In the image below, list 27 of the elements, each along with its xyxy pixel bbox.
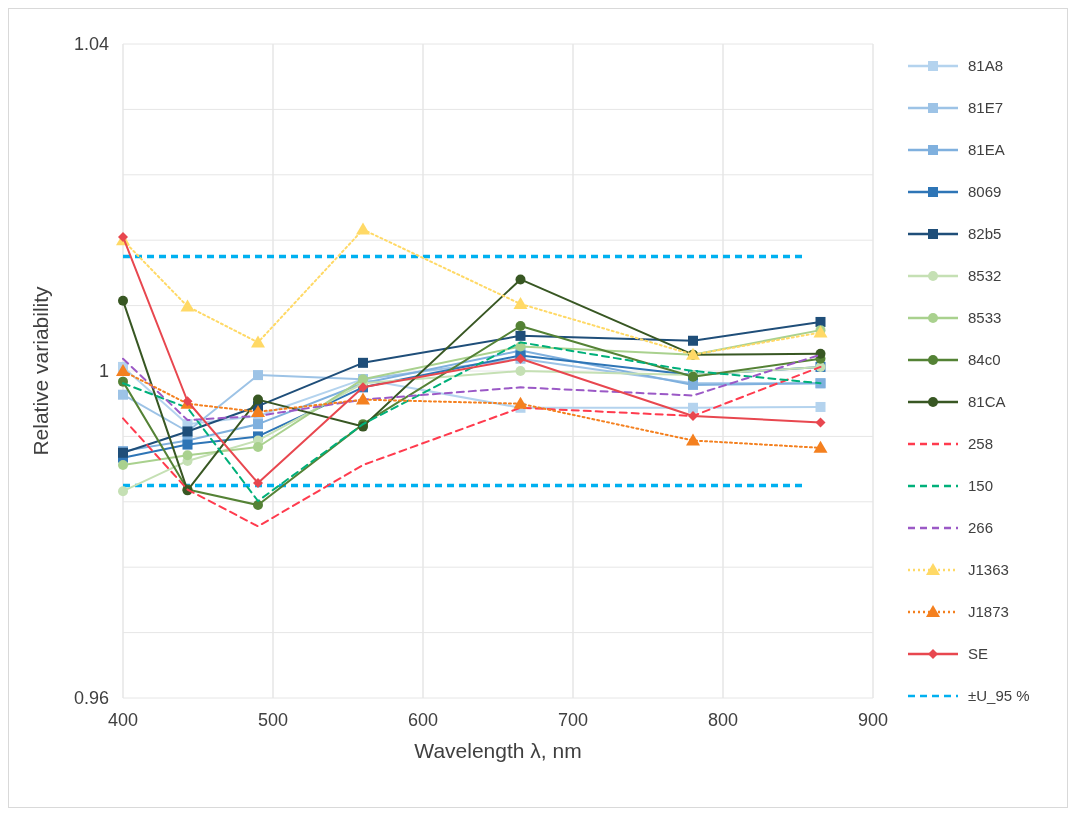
x-tick-label: 800 — [707, 710, 739, 730]
legend-label: 8532 — [968, 267, 1002, 284]
legend-label: 8069 — [968, 183, 1002, 200]
legend-label: 81EA — [968, 141, 1005, 158]
legend-label: 266 — [968, 519, 994, 536]
x-tick-label: 700 — [557, 710, 589, 730]
legend-label: 150 — [968, 477, 994, 494]
legend-label: 8533 — [968, 309, 1002, 326]
x-tick-label: 500 — [257, 710, 289, 730]
legend-label: 258 — [968, 435, 994, 452]
legend-label: 81CA — [968, 393, 1006, 410]
legend-label: 84c0 — [968, 351, 1001, 368]
y-tick-label: 1 — [98, 361, 109, 381]
y-tick-label: 1.04 — [73, 34, 109, 54]
legend-label: 82b5 — [968, 225, 1002, 242]
x-tick-label: 400 — [107, 710, 139, 730]
legend-label: 81E7 — [968, 99, 1004, 116]
y-axis-title: Relative variability — [29, 285, 52, 456]
legend-label: J1873 — [968, 603, 1009, 620]
x-tick-label: 600 — [407, 710, 439, 730]
x-axis-title: Wavelength λ, nm — [414, 739, 582, 762]
legend-label: SE — [968, 645, 989, 662]
legend-label: 81A8 — [968, 57, 1004, 74]
x-tick-label: 900 — [857, 710, 889, 730]
legend-label: ±U_95 % — [968, 687, 1030, 704]
y-tick-label: 0.96 — [73, 688, 109, 708]
legend-label: J1363 — [968, 561, 1009, 578]
